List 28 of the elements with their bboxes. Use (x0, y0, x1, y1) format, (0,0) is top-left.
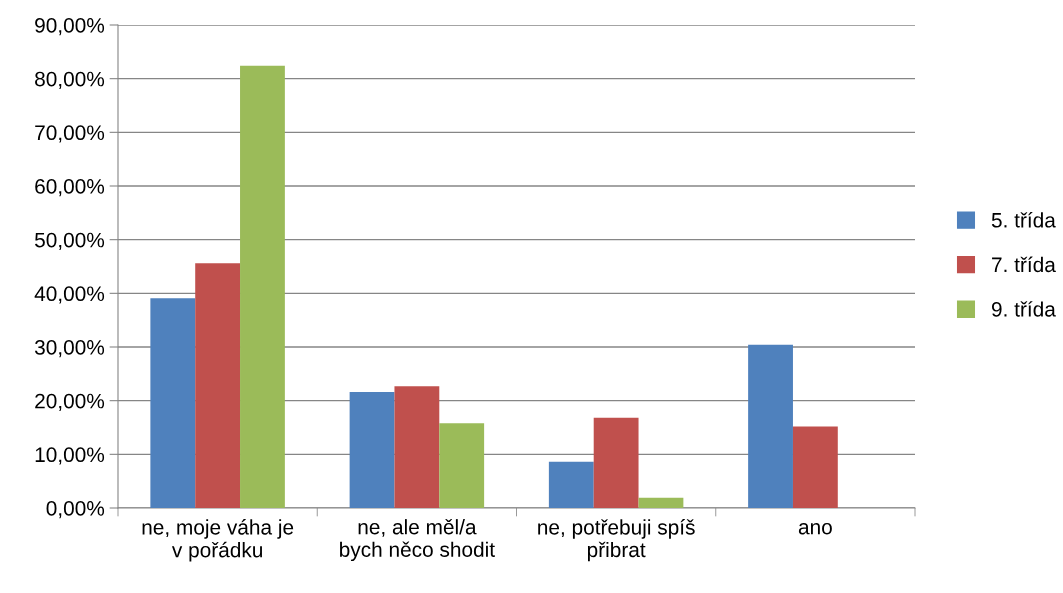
y-tick-label: 30,00% (34, 340, 105, 358)
y-tick-label: 20,00% (35, 393, 105, 411)
bar (240, 65, 285, 508)
bar (748, 344, 793, 508)
y-tick-label: 0,00% (46, 501, 105, 519)
bar (792, 426, 838, 508)
bar (593, 417, 639, 508)
bar (349, 392, 395, 508)
bar (394, 386, 440, 508)
bar (150, 298, 196, 508)
legend-label: 7. třída (992, 256, 1056, 273)
bar (638, 497, 684, 508)
y-tick-label: 90,00% (35, 18, 105, 36)
bar (439, 423, 485, 508)
y-tick-label: 50,00% (34, 232, 105, 250)
bar (548, 461, 594, 508)
legend-label: 9. třída (991, 301, 1056, 317)
y-tick-label: 10,00% (35, 447, 105, 465)
y-tick-label: 40,00% (34, 286, 105, 304)
y-tick-label: 70,00% (35, 125, 105, 143)
x-tick-label: ano (798, 523, 832, 535)
bar (195, 263, 241, 508)
x-tick-label: ne, ale měl/a bych něco shodit (340, 519, 495, 562)
y-tick-label: 80,00% (35, 71, 105, 89)
x-tick-label: ne, potřebuji spíš přibrat (538, 519, 695, 562)
y-tick-label: 60,00% (35, 179, 105, 197)
x-tick-label: ne, moje váha je v pořádku (142, 519, 294, 562)
legend-label: 5. třída (991, 212, 1056, 228)
